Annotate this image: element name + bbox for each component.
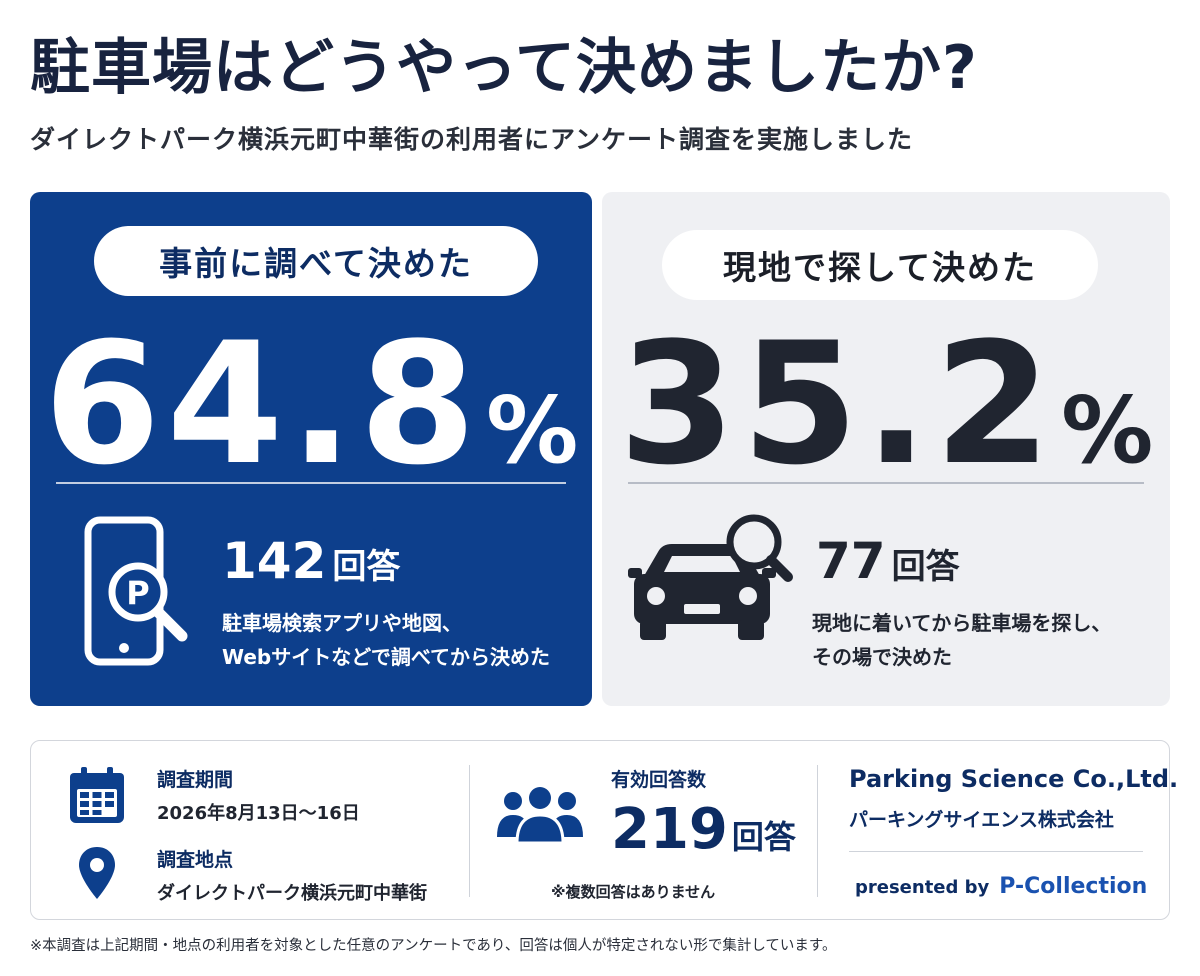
on-site-percent-unit: % [1061,377,1154,484]
company-name-en: Parking Science Co.,Ltd. [849,765,1179,793]
brand-name: P-Collection [999,874,1148,899]
pre-research-percent: 64.8% [30,314,592,547]
pre-research-count-value: 142 [222,532,327,590]
location-pin-icon [79,847,115,899]
on-site-percent: 35.2% [602,314,1170,547]
pre-research-description-line2: Webサイトなどで調べてから決めた [222,645,551,669]
on-site-count-value: 77 [816,532,886,590]
pre-research-percent-unit: % [486,377,579,484]
pre-research-description: 駐車場検索アプリや地図、 Webサイトなどで調べてから決めた [222,606,550,674]
survey-period-value: 2026年8月13日～16日 [157,803,360,824]
survey-location-value: ダイレクトパーク横浜元町中華街 [157,883,427,904]
on-site-description-line2: その場で決めた [812,645,952,669]
users-group-icon [497,785,583,845]
on-site-divider [628,482,1144,484]
svg-text:P: P [126,574,149,612]
no-multiple-answers-note: ※複数回答はありません [551,883,716,901]
smartphone-parking-search-icon: P [84,516,188,666]
pre-research-divider [56,482,566,484]
page-title: 駐車場はどうやって決めましたか? [30,33,978,103]
presented-by-text: presented by [855,877,990,898]
survey-location-label: 調査地点 [157,849,234,871]
info-separator-2 [817,765,818,897]
on-site-panel: 現地で探して決めた 35.2% 77 回答 現地に着いてから駐車場を探し、 その場… [602,192,1170,706]
survey-period-label: 調査期間 [157,769,234,791]
company-separator [849,851,1143,852]
on-site-description-line1: 現地に着いてから駐車場を探し、 [812,611,1112,635]
pre-research-count-unit: 回答 [332,547,401,587]
pre-research-percent-value: 64.8 [43,306,483,502]
pre-research-panel: 事前に調べて決めた 64.8% P 142 回答 駐車場検索アプリや地図、 Web… [30,192,592,706]
on-site-percent-value: 35.2 [618,306,1058,502]
valid-responses-count-unit: 回答 [731,818,796,856]
on-site-count-unit: 回答 [891,547,960,587]
valid-responses-count: 219 回答 [611,797,796,862]
pre-research-label: 事前に調べて決めた [94,226,538,296]
pre-research-count: 142 回答 [222,532,400,590]
company-name-jp: パーキングサイエンス株式会社 [849,809,1114,831]
on-site-count: 77 回答 [816,532,960,590]
info-separator-1 [469,765,470,897]
on-site-description: 現地に着いてから駐車場を探し、 その場で決めた [812,606,1111,674]
valid-responses-count-value: 219 [611,797,728,862]
on-site-label: 現地で探して決めた [662,230,1098,300]
valid-responses-label: 有効回答数 [611,769,707,791]
calendar-icon [70,767,124,823]
presented-by-line: presented by P-Collection [855,874,1147,899]
page-subtitle: ダイレクトパーク横浜元町中華街の利用者にアンケート調査を実施しました [30,125,914,154]
car-search-icon [628,514,793,640]
survey-info-box: 調査期間 2026年8月13日～16日 調査地点 ダイレクトパーク横浜元町中華街… [30,740,1178,920]
footnote: ※本調査は上記期間・地点の利用者を対象とした任意のアンケートであり、回答は個人が… [30,938,837,954]
pre-research-description-line1: 駐車場検索アプリや地図、 [222,611,462,635]
